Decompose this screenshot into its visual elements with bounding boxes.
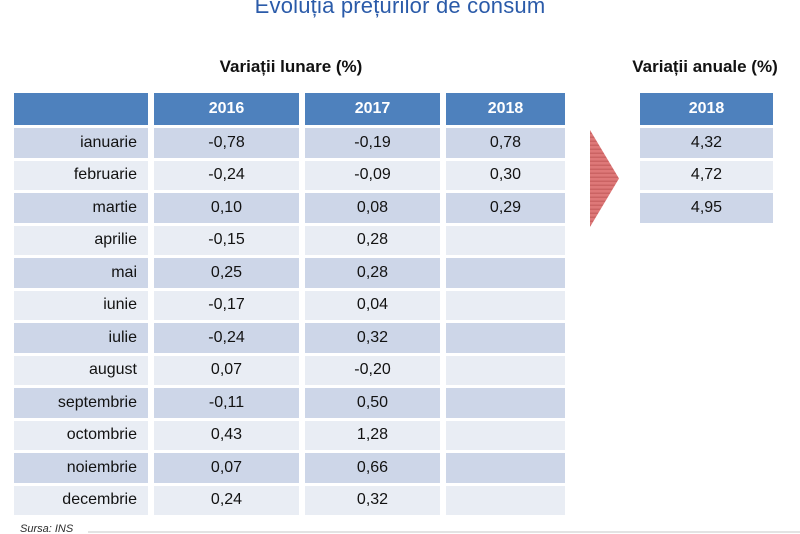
value-cell: -0,78: [154, 128, 299, 158]
table-row: martie 0,10 0,08 0,29: [14, 193, 565, 223]
value-cell: [446, 453, 565, 483]
value-cell: [446, 388, 565, 418]
page-title: Evoluția prețurilor de consum: [254, 0, 546, 18]
value-cell: -0,24: [154, 323, 299, 353]
month-label: martie: [14, 193, 148, 223]
value-cell: 0,07: [154, 453, 299, 483]
value-cell: [446, 290, 565, 320]
month-label: februarie: [14, 160, 148, 190]
value-cell: [446, 485, 565, 515]
value-cell: -0,17: [154, 290, 299, 320]
table-row: iulie -0,24 0,32: [14, 323, 565, 353]
year-header-2017: 2017: [305, 93, 440, 125]
value-cell: 0,07: [154, 355, 299, 385]
value-cell: 0,10: [154, 193, 299, 223]
month-label: august: [14, 355, 148, 385]
year-header-2018: 2018: [446, 93, 565, 125]
table-row: 4,95: [640, 193, 773, 223]
value-cell: [446, 258, 565, 288]
value-cell: 4,72: [640, 160, 773, 190]
table-row: septembrie -0,11 0,50: [14, 388, 565, 418]
value-cell: 0,66: [305, 453, 440, 483]
table-row: februarie -0,24 -0,09 0,30: [14, 160, 565, 190]
value-cell: 0,28: [305, 258, 440, 288]
year-header-2016: 2016: [154, 93, 299, 125]
value-cell: 0,29: [446, 193, 565, 223]
value-cell: 1,28: [305, 420, 440, 450]
value-cell: 0,25: [154, 258, 299, 288]
value-cell: -0,09: [305, 160, 440, 190]
month-label: ianuarie: [14, 128, 148, 158]
value-cell: 0,08: [305, 193, 440, 223]
value-cell: [446, 323, 565, 353]
table-row: iunie -0,17 0,04: [14, 290, 565, 320]
corner-header-cell: [14, 93, 148, 125]
value-cell: [446, 225, 565, 255]
table-header-row: 2018: [640, 93, 773, 125]
table-header-row: 2016 2017 2018: [14, 93, 565, 125]
value-cell: 4,32: [640, 128, 773, 158]
month-label: octombrie: [14, 420, 148, 450]
value-cell: 0,28: [305, 225, 440, 255]
arrow-right-icon: [590, 130, 619, 227]
month-label: aprilie: [14, 225, 148, 255]
month-label: mai: [14, 258, 148, 288]
value-cell: 4,95: [640, 193, 773, 223]
table-row: 4,72: [640, 160, 773, 190]
monthly-variations-table: 2016 2017 2018 ianuarie -0,78 -0,19 0,78…: [8, 90, 571, 518]
bottom-divider: [88, 531, 800, 533]
value-cell: 0,32: [305, 485, 440, 515]
value-cell: [446, 420, 565, 450]
value-cell: 0,32: [305, 323, 440, 353]
value-cell: -0,19: [305, 128, 440, 158]
monthly-variations-heading: Variații lunare (%): [219, 57, 363, 76]
month-label: septembrie: [14, 388, 148, 418]
table-row: aprilie -0,15 0,28: [14, 225, 565, 255]
annual-variations-table: 2018 4,32 4,72 4,95: [634, 90, 779, 226]
month-label: noiembrie: [14, 453, 148, 483]
value-cell: -0,20: [305, 355, 440, 385]
table-row: octombrie 0,43 1,28: [14, 420, 565, 450]
value-cell: 0,50: [305, 388, 440, 418]
source-note: Sursa: INS: [20, 523, 74, 534]
value-cell: 0,78: [446, 128, 565, 158]
value-cell: -0,15: [154, 225, 299, 255]
value-cell: 0,04: [305, 290, 440, 320]
value-cell: -0,11: [154, 388, 299, 418]
value-cell: 0,43: [154, 420, 299, 450]
table-row: ianuarie -0,78 -0,19 0,78: [14, 128, 565, 158]
annual-variations-heading: Variații anuale (%): [632, 57, 778, 76]
month-label: decembrie: [14, 485, 148, 515]
month-label: iulie: [14, 323, 148, 353]
table-row: august 0,07 -0,20: [14, 355, 565, 385]
table-row: noiembrie 0,07 0,66: [14, 453, 565, 483]
value-cell: 0,30: [446, 160, 565, 190]
value-cell: [446, 355, 565, 385]
value-cell: -0,24: [154, 160, 299, 190]
table-row: 4,32: [640, 128, 773, 158]
table-row: mai 0,25 0,28: [14, 258, 565, 288]
value-cell: 0,24: [154, 485, 299, 515]
year-header-2018-annual: 2018: [640, 93, 773, 125]
table-row: decembrie 0,24 0,32: [14, 485, 565, 515]
month-label: iunie: [14, 290, 148, 320]
